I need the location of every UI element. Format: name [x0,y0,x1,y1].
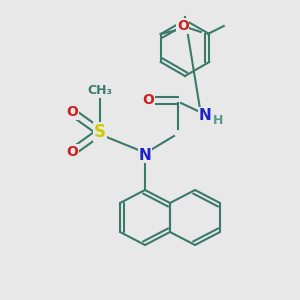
Text: O: O [66,145,78,159]
Text: H: H [213,113,223,127]
Text: N: N [139,148,152,163]
Text: CH₃: CH₃ [88,83,112,97]
Text: S: S [94,123,106,141]
Text: O: O [66,105,78,119]
Text: N: N [199,107,212,122]
Text: O: O [142,93,154,107]
Text: O: O [177,19,189,33]
